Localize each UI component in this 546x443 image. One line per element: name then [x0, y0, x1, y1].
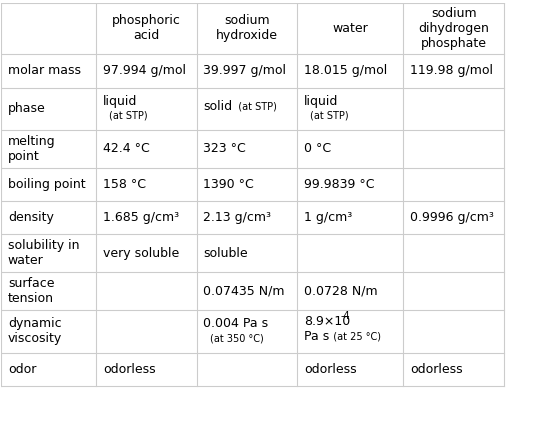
Text: 18.015 g/mol: 18.015 g/mol [304, 64, 387, 77]
Text: liquid: liquid [304, 95, 339, 108]
Text: 42.4 °C: 42.4 °C [103, 142, 150, 155]
Text: solid: solid [204, 100, 233, 113]
Text: surface
tension: surface tension [8, 277, 55, 305]
Text: (at STP): (at STP) [311, 111, 349, 121]
Text: water: water [333, 22, 369, 35]
Text: solubility in
water: solubility in water [8, 239, 79, 267]
Text: very soluble: very soluble [103, 247, 179, 260]
Text: 0 °C: 0 °C [304, 142, 331, 155]
Text: melting
point: melting point [8, 135, 56, 163]
Text: Pa s: Pa s [304, 330, 329, 343]
Text: liquid: liquid [103, 95, 138, 108]
Text: 1 g/cm³: 1 g/cm³ [304, 211, 352, 224]
Text: sodium
dihydrogen
phosphate: sodium dihydrogen phosphate [418, 7, 489, 50]
Text: 2.13 g/cm³: 2.13 g/cm³ [204, 211, 271, 224]
Text: 119.98 g/mol: 119.98 g/mol [410, 64, 493, 77]
Text: (at STP): (at STP) [232, 101, 277, 112]
Text: phosphoric
acid: phosphoric acid [112, 15, 181, 43]
Text: dynamic
viscosity: dynamic viscosity [8, 317, 62, 345]
Text: 1.685 g/cm³: 1.685 g/cm³ [103, 211, 179, 224]
Text: 8.9×10: 8.9×10 [304, 315, 350, 328]
Text: odorless: odorless [410, 362, 462, 376]
Text: boiling point: boiling point [8, 178, 86, 191]
Text: (at STP): (at STP) [110, 111, 148, 121]
Text: odor: odor [8, 362, 36, 376]
Text: sodium
hydroxide: sodium hydroxide [216, 15, 278, 43]
Text: 99.9839 °C: 99.9839 °C [304, 178, 375, 191]
Text: 0.004 Pa s: 0.004 Pa s [204, 317, 269, 330]
Text: (at 350 °C): (at 350 °C) [210, 334, 264, 343]
Text: 39.997 g/mol: 39.997 g/mol [204, 64, 287, 77]
Text: 0.07435 N/m: 0.07435 N/m [204, 284, 285, 298]
Text: 1390 °C: 1390 °C [204, 178, 254, 191]
Text: 0.0728 N/m: 0.0728 N/m [304, 284, 378, 298]
Text: soluble: soluble [204, 247, 248, 260]
Text: (at 25 °C): (at 25 °C) [327, 331, 381, 341]
Text: odorless: odorless [103, 362, 156, 376]
Text: 0.9996 g/cm³: 0.9996 g/cm³ [410, 211, 494, 224]
Text: molar mass: molar mass [8, 64, 81, 77]
Text: 323 °C: 323 °C [204, 142, 246, 155]
Text: phase: phase [8, 102, 46, 115]
Text: density: density [8, 211, 54, 224]
Text: odorless: odorless [304, 362, 357, 376]
Text: -4: -4 [341, 311, 351, 321]
Text: 158 °C: 158 °C [103, 178, 146, 191]
Text: 97.994 g/mol: 97.994 g/mol [103, 64, 186, 77]
